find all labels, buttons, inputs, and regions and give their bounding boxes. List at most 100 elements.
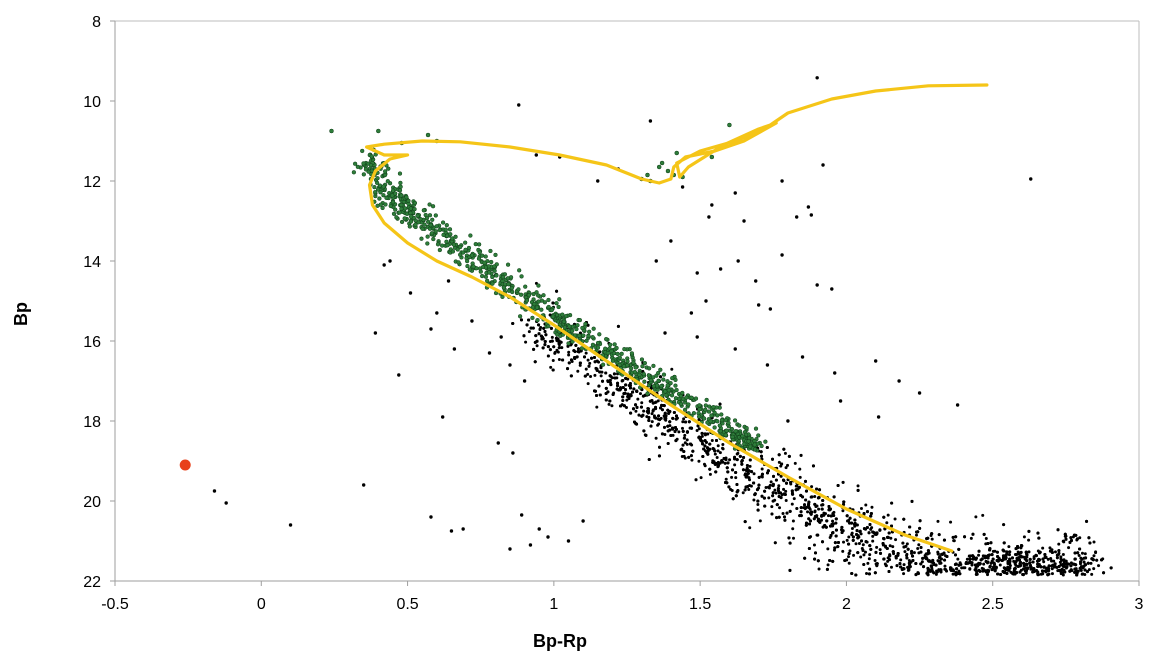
field-star-point [943, 564, 947, 568]
member-star-point [478, 269, 483, 274]
field-star-point [813, 510, 817, 514]
field-star-point [639, 405, 643, 409]
field-star-point [1016, 550, 1020, 554]
field-star-point [748, 526, 752, 530]
field-star-point [1078, 547, 1082, 551]
member-star-point [684, 395, 689, 400]
field-star-point [724, 458, 728, 462]
member-star-point [642, 360, 648, 366]
member-star-point [361, 172, 366, 177]
field-star-point [1067, 546, 1071, 550]
member-star-point [546, 297, 551, 303]
member-star-point [390, 188, 396, 193]
field-star-point [1042, 560, 1046, 564]
field-star-point [890, 501, 894, 505]
member-star-point [483, 254, 488, 259]
field-star-point [789, 480, 793, 484]
field-star-point [934, 572, 938, 576]
field-star-point [869, 511, 873, 515]
field-star-point [1047, 569, 1051, 573]
field-star-point [748, 464, 752, 468]
member-star-point [448, 232, 453, 237]
field-star-point [861, 548, 865, 552]
member-star-point [659, 383, 664, 389]
field-star-point [882, 557, 886, 561]
member-star-point [424, 215, 430, 221]
field-star-point [991, 557, 995, 561]
field-star-point [828, 558, 832, 562]
member-star-point [539, 307, 544, 312]
field-star-point [744, 485, 748, 489]
field-star-point [1019, 554, 1023, 558]
field-star-point [1027, 529, 1031, 533]
member-star-point [729, 426, 735, 432]
field-star-point [916, 547, 920, 551]
field-star-point [862, 512, 866, 516]
field-star-point [868, 553, 872, 557]
field-star-point [865, 510, 869, 514]
field-star-point [1100, 558, 1104, 562]
field-star-point [496, 441, 500, 445]
field-star-point [593, 389, 597, 393]
member-star-point [581, 333, 586, 338]
member-star-point [686, 402, 691, 407]
field-star-point [896, 552, 900, 556]
field-star-point [796, 487, 800, 491]
field-star-point [760, 467, 764, 471]
member-star-point [642, 379, 647, 384]
member-star-point [701, 416, 707, 421]
field-star-point [876, 415, 881, 419]
field-star-point [952, 539, 956, 543]
field-star-point [758, 519, 762, 523]
field-star-point [817, 507, 821, 511]
field-star-point [1095, 558, 1099, 562]
member-star-point [433, 229, 438, 234]
field-star-point [633, 421, 637, 425]
field-star-point [779, 474, 783, 478]
field-star-point [668, 420, 672, 424]
field-star-point [1018, 570, 1022, 574]
field-star-point [572, 349, 576, 353]
field-star-point [856, 536, 860, 540]
field-star-point [929, 569, 933, 573]
field-star-point [784, 481, 788, 485]
field-star-point [687, 455, 691, 459]
field-star-point [1007, 545, 1011, 549]
field-star-point [967, 554, 971, 558]
field-star-point [791, 519, 795, 523]
field-star-point [1089, 561, 1093, 565]
field-star-point [537, 527, 541, 531]
field-star-point [537, 323, 541, 327]
field-star-point [621, 395, 625, 399]
field-star-point [873, 558, 877, 562]
field-star-point [644, 433, 648, 437]
field-star-point [1020, 544, 1024, 548]
field-star-point [624, 383, 628, 387]
field-star-point [1022, 567, 1026, 571]
field-star-point [984, 570, 988, 574]
member-star-point [539, 298, 545, 303]
field-star-point [772, 474, 776, 478]
field-star-point [522, 334, 526, 338]
member-star-point [489, 259, 494, 265]
member-star-point [697, 403, 702, 408]
field-star-point [791, 527, 795, 531]
member-star-point [656, 164, 662, 170]
field-star-point [977, 553, 981, 557]
field-star-point [735, 483, 739, 487]
field-star-point [977, 568, 981, 572]
field-star-point [1013, 566, 1017, 570]
field-star-point [836, 540, 840, 544]
field-star-point [517, 103, 521, 107]
field-star-point [939, 568, 943, 572]
field-star-point [555, 348, 559, 352]
field-star-point [648, 119, 653, 123]
member-star-point [425, 132, 431, 138]
field-star-point [1000, 559, 1004, 563]
field-star-point [813, 557, 817, 561]
field-star-point [557, 342, 561, 346]
field-star-point [1083, 552, 1087, 556]
member-star-point [369, 154, 374, 159]
field-star-point [993, 549, 997, 553]
field-star-point [1004, 553, 1008, 557]
